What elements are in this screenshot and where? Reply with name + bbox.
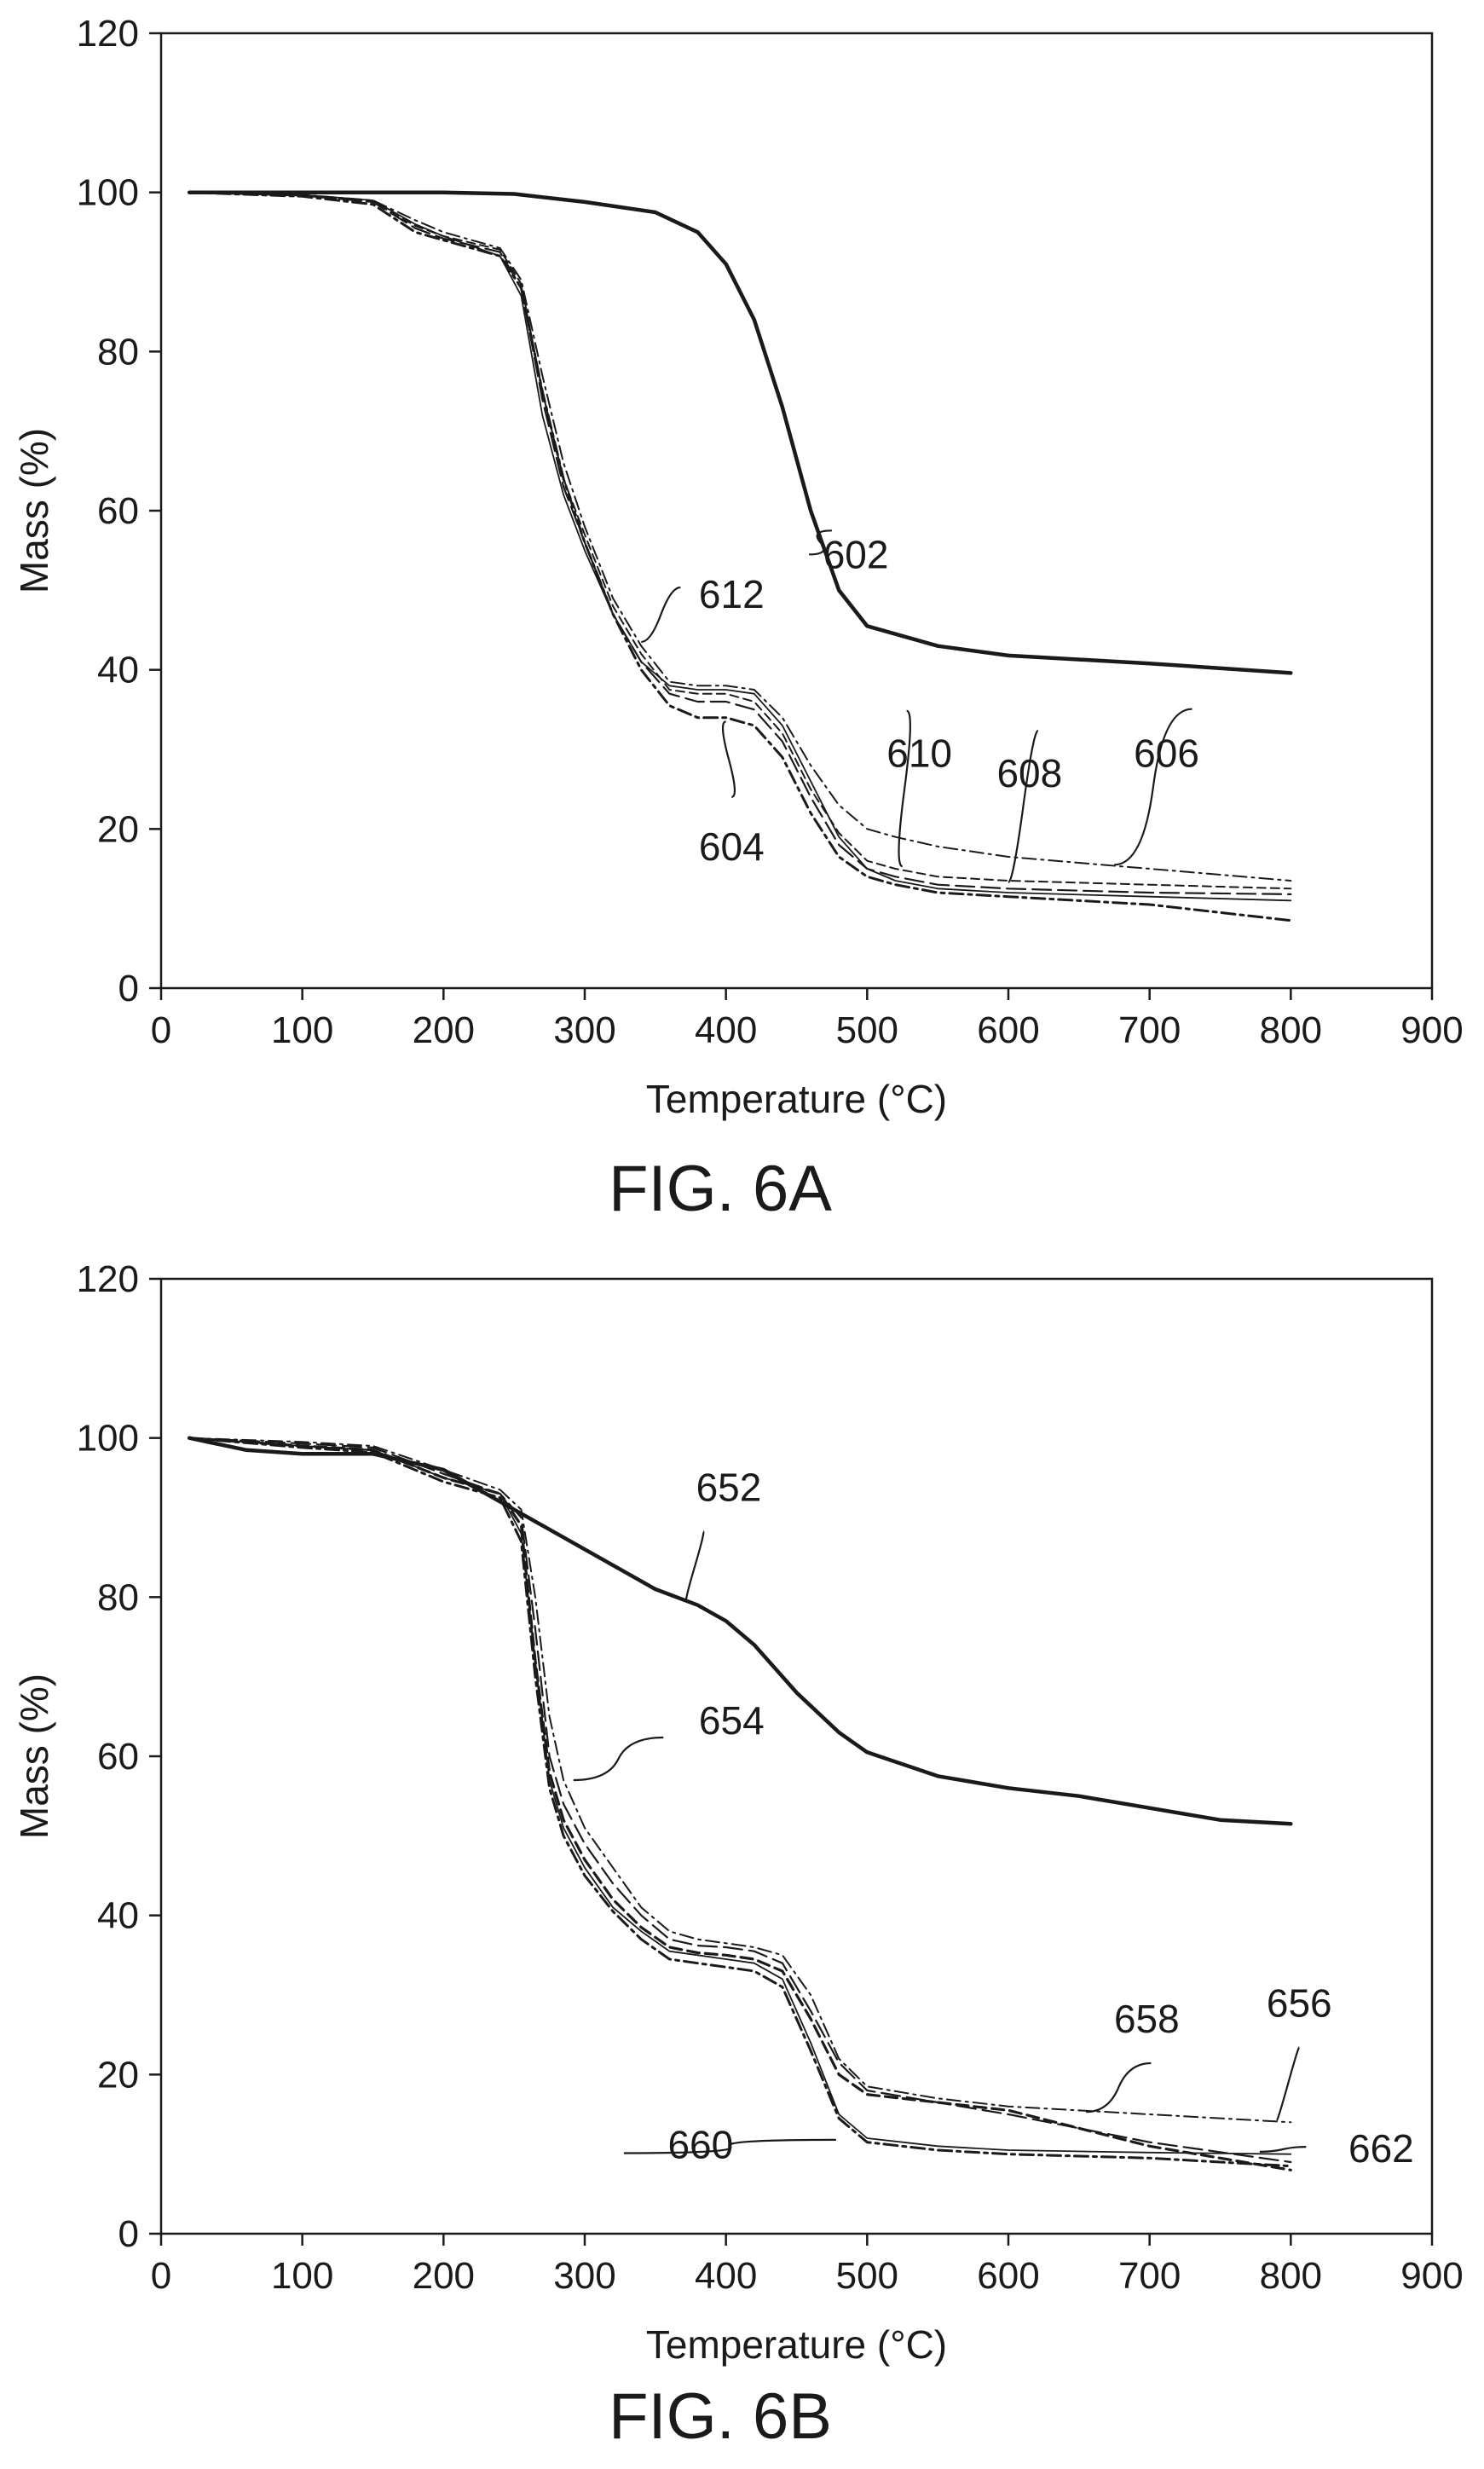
series-line-612 — [188, 191, 1292, 902]
x-tick-label: 600 — [977, 2255, 1039, 2297]
y-tick-label: 80 — [97, 1576, 139, 1618]
annotation-612: 612 — [699, 572, 765, 616]
leader-line-654 — [573, 1736, 664, 1782]
annotation-610: 610 — [886, 731, 952, 776]
x-tick-label: 700 — [1118, 2255, 1181, 2297]
annotation-660: 660 — [667, 2122, 733, 2166]
series-line-656 — [188, 1437, 1292, 2164]
x-tick-label: 0 — [151, 2255, 171, 2297]
y-tick-label: 80 — [97, 331, 139, 373]
annotation-662: 662 — [1348, 2126, 1414, 2171]
leader-line-610 — [898, 709, 911, 868]
annotation-652: 652 — [696, 1466, 762, 1510]
x-tick-label: 700 — [1118, 1009, 1181, 1051]
leader-line-652 — [684, 1530, 705, 1603]
series-line-660 — [188, 1437, 1292, 2155]
plot-frame — [159, 32, 1434, 990]
y-tick-label: 60 — [97, 1736, 139, 1778]
series-line-602 — [187, 190, 1293, 675]
annotation-608: 608 — [996, 751, 1062, 795]
x-tick-label: 500 — [836, 1009, 898, 1051]
plot-frame — [159, 1277, 1434, 2235]
series-line-662 — [188, 1437, 1292, 2168]
x-tick-label: 500 — [836, 2255, 898, 2297]
annotation-658: 658 — [1114, 1997, 1180, 2041]
y-tick-label: 120 — [77, 1258, 139, 1300]
x-tick-label: 200 — [413, 2255, 475, 2297]
leader-line-660 — [623, 2138, 836, 2154]
y-tick-label: 0 — [118, 2213, 139, 2255]
y-axis-label: Mass (%) — [12, 428, 56, 593]
x-tick-label: 400 — [695, 1009, 757, 1051]
y-tick-label: 20 — [97, 808, 139, 850]
y-tick-label: 60 — [97, 490, 139, 532]
x-tick-label: 600 — [977, 1009, 1039, 1051]
y-tick-label: 20 — [97, 2054, 139, 2096]
annotation-606: 606 — [1134, 731, 1199, 776]
y-axis-label: Mass (%) — [12, 1674, 56, 1839]
series-line-654 — [188, 1437, 1292, 2124]
leader-line-602 — [809, 529, 832, 556]
x-tick-label: 300 — [553, 2255, 615, 2297]
y-tick-label: 100 — [77, 172, 139, 214]
x-tick-label: 300 — [553, 1009, 615, 1051]
y-tick-label: 100 — [77, 1418, 139, 1460]
leader-line-662 — [1259, 2146, 1307, 2153]
annotation-654: 654 — [699, 1698, 765, 1743]
y-tick-label: 120 — [77, 13, 139, 55]
leader-line-656 — [1275, 2046, 1301, 2122]
figure-caption: FIG. 6A — [609, 1153, 832, 1225]
leader-line-658 — [1086, 2061, 1152, 2113]
leader-line-608 — [1007, 729, 1039, 883]
y-tick-label: 40 — [97, 650, 139, 691]
x-axis-label: Temperature (°C) — [646, 1077, 947, 1121]
x-tick-label: 0 — [151, 1009, 171, 1051]
series-line-604 — [188, 191, 1292, 922]
x-tick-label: 200 — [413, 1009, 475, 1051]
series-line-606 — [188, 191, 1292, 882]
x-tick-label: 800 — [1260, 2255, 1322, 2297]
annotation-656: 656 — [1267, 1980, 1332, 2025]
figure-caption: FIG. 6B — [609, 2380, 832, 2453]
x-axis-label: Temperature (°C) — [646, 2322, 947, 2367]
x-tick-label: 100 — [271, 1009, 333, 1051]
series-line-608 — [188, 191, 1292, 890]
x-tick-label: 900 — [1400, 1009, 1463, 1051]
leader-line-604 — [721, 720, 736, 798]
annotation-604: 604 — [699, 824, 765, 869]
chart-fig-6a: 0 100 200 300 400 500 600 700 800 900 0 20 40 60 80 100… — [12, 13, 1464, 1225]
y-tick-label: 40 — [97, 1895, 139, 1937]
leader-line-612 — [641, 586, 681, 644]
leader-line-606 — [1114, 708, 1192, 866]
x-tick-label: 400 — [695, 2255, 757, 2297]
x-tick-label: 800 — [1260, 1009, 1322, 1051]
annotation-602: 602 — [823, 532, 889, 576]
series-line-610 — [188, 191, 1292, 895]
x-tick-label: 100 — [271, 2255, 333, 2297]
x-tick-label: 900 — [1400, 2255, 1463, 2297]
y-tick-label: 0 — [118, 968, 139, 1009]
chart-fig-6b: 0 100 200 300 400 500 600 700 800 900 0 20 40 60 80 100… — [12, 1258, 1464, 2453]
